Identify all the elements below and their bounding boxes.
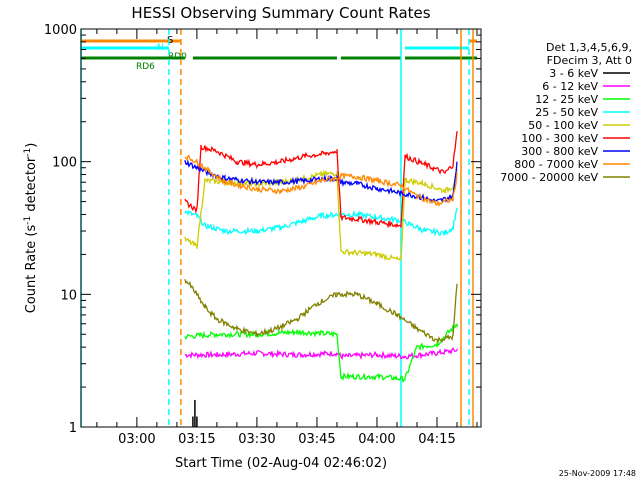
- legend: Det 1,3,4,5,6,9,FDecim 3, Att 03 - 6 keV…: [500, 41, 632, 184]
- series-line-25-50kev: [184, 207, 458, 237]
- series-line-6-12kev: [184, 347, 458, 361]
- series-line-800-7000kev: [184, 154, 458, 208]
- x-tick-label: 03:30: [238, 432, 275, 447]
- y-label-end: ): [24, 143, 39, 148]
- legend-label: 50 - 100 keV: [528, 119, 598, 132]
- plot-frame: [80, 28, 482, 428]
- y-tick-label: 100: [52, 156, 77, 171]
- x-tick-label: 03:00: [118, 432, 155, 447]
- x-tick-label: 03:15: [178, 432, 215, 447]
- legend-label: 7000 - 20000 keV: [500, 171, 598, 184]
- y-tick-label: 1000: [44, 23, 77, 38]
- chart-title: HESSI Observing Summary Count Rates: [131, 4, 430, 22]
- legend-label: 800 - 7000 keV: [514, 158, 598, 171]
- legend-header: Det 1,3,4,5,6,9,: [546, 41, 632, 54]
- legend-label: 3 - 6 keV: [549, 67, 598, 80]
- x-tick-label: 04:15: [418, 432, 455, 447]
- x-axis-label: Start Time (02-Aug-04 02:46:02): [175, 456, 387, 471]
- legend-label: 300 - 800 keV: [521, 145, 598, 158]
- legend-label: 12 - 25 keV: [535, 93, 598, 106]
- series-line-100-300kev: [184, 131, 458, 229]
- y-tick-label: 1: [69, 421, 77, 436]
- legend-label: 25 - 50 keV: [535, 106, 598, 119]
- instrument-flags: SN RD0 RD6: [81, 35, 477, 72]
- legend-label: 6 - 12 keV: [542, 80, 598, 93]
- flag-label-rd6: RD6: [136, 62, 155, 72]
- footer-date: 25-Nov-2009 17:48: [559, 469, 636, 478]
- y-axis-label: Count Rate (s-1 detector-1): [23, 143, 39, 314]
- legend-header: FDecim 3, Att 0: [547, 54, 632, 67]
- flag-label-n: N: [157, 43, 164, 53]
- series-line-7000-20000kev: [184, 279, 458, 345]
- series-line-50-100kev: [184, 168, 458, 262]
- series-lines: [184, 131, 458, 427]
- x-tick-label: 03:45: [298, 432, 335, 447]
- y-label-sup-1: -1: [23, 216, 33, 225]
- flag-label-rd0: RD0: [168, 52, 187, 62]
- x-tick-label: 04:00: [358, 432, 395, 447]
- y-axis: 1 10 100 1000: [44, 23, 481, 436]
- y-label-sup-2: -1: [23, 148, 33, 157]
- y-tick-label: 10: [60, 288, 77, 303]
- series-line-12-25kev: [184, 323, 458, 384]
- y-label-main: Count Rate (s: [24, 225, 39, 314]
- legend-label: 100 - 300 keV: [521, 132, 598, 145]
- flag-label-s: S: [167, 35, 173, 46]
- x-axis: 03:00 03:15 03:30 03:45 04:00 04:15: [96, 29, 478, 447]
- y-label-mid: detector: [24, 156, 39, 216]
